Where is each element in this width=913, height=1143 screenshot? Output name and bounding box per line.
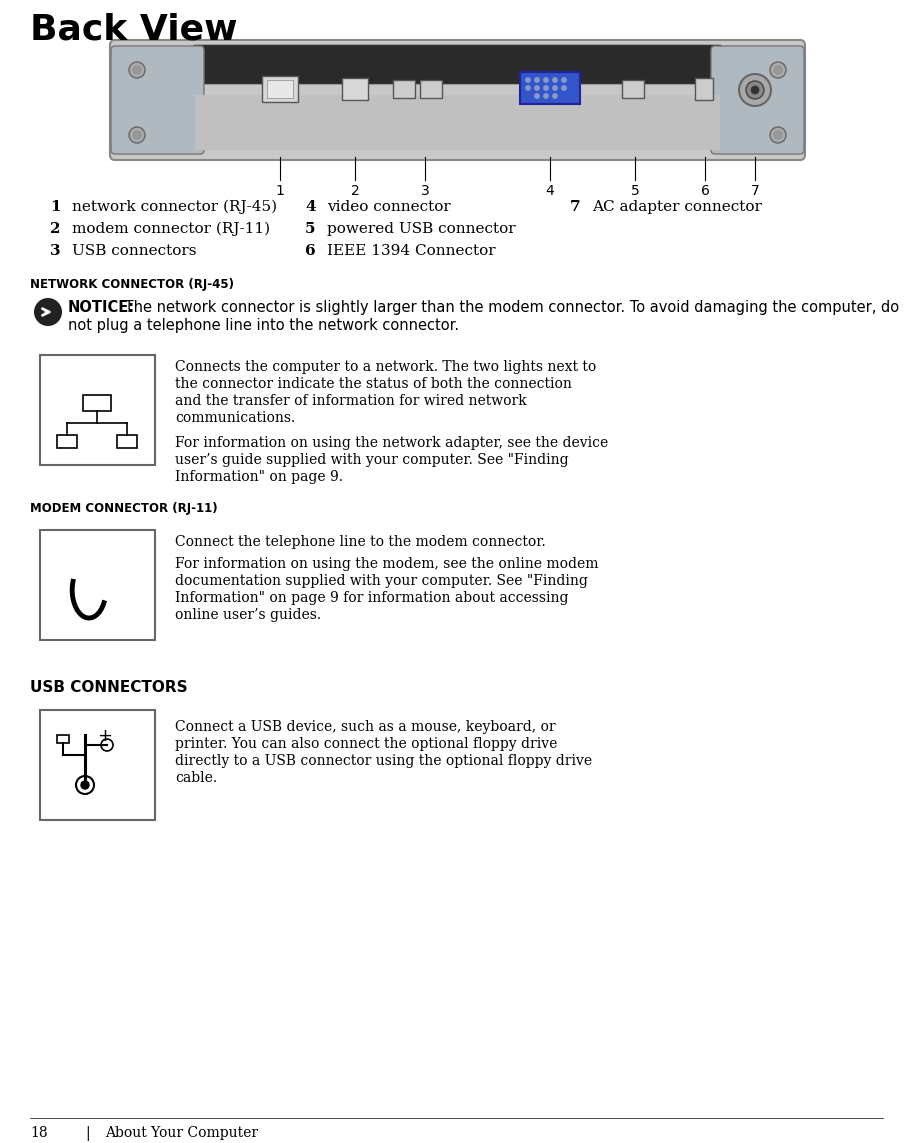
Circle shape (770, 127, 786, 143)
Text: IEEE 1394 Connector: IEEE 1394 Connector (327, 243, 496, 258)
Text: For information on using the network adapter, see the device: For information on using the network ada… (175, 435, 608, 450)
Bar (393, 80, 415, 98)
Text: cable.: cable. (175, 772, 217, 785)
FancyBboxPatch shape (193, 45, 722, 83)
Text: 2: 2 (351, 184, 360, 198)
Text: NETWORK CONNECTOR (RJ-45): NETWORK CONNECTOR (RJ-45) (30, 278, 234, 291)
Text: modem connector (RJ-11): modem connector (RJ-11) (72, 222, 270, 237)
Circle shape (774, 66, 782, 74)
Circle shape (34, 298, 62, 326)
Bar (520, 72, 580, 104)
Bar (117, 435, 137, 448)
Circle shape (535, 86, 540, 90)
Text: 5: 5 (631, 184, 639, 198)
Text: AC adapter connector: AC adapter connector (592, 200, 761, 214)
Text: NOTICE:: NOTICE: (68, 299, 135, 315)
Text: online user’s guides.: online user’s guides. (175, 608, 321, 622)
Text: 4: 4 (305, 200, 316, 214)
Text: 2: 2 (50, 222, 60, 235)
Text: directly to a USB connector using the optional floppy drive: directly to a USB connector using the op… (175, 754, 593, 768)
Bar (195, 95, 720, 150)
Text: USB CONNECTORS: USB CONNECTORS (30, 680, 188, 695)
Text: Connect a USB device, such as a mouse, keyboard, or: Connect a USB device, such as a mouse, k… (175, 720, 556, 734)
Text: About Your Computer: About Your Computer (105, 1126, 258, 1140)
Text: |: | (85, 1126, 89, 1141)
Circle shape (133, 131, 141, 139)
Bar (40, 355, 155, 465)
Circle shape (535, 78, 540, 82)
Bar (57, 735, 69, 743)
Bar (695, 78, 713, 99)
Text: not plug a telephone line into the network connector.: not plug a telephone line into the netwo… (68, 318, 459, 333)
Text: the connector indicate the status of both the connection: the connector indicate the status of bot… (175, 377, 572, 391)
Circle shape (129, 127, 145, 143)
Circle shape (561, 78, 566, 82)
Text: 7: 7 (570, 200, 581, 214)
Text: 1: 1 (276, 184, 285, 198)
Text: 6: 6 (305, 243, 316, 258)
Circle shape (526, 86, 530, 90)
Bar (622, 80, 644, 98)
FancyBboxPatch shape (711, 46, 804, 154)
Text: 1: 1 (50, 200, 60, 214)
Text: 3: 3 (50, 243, 60, 258)
Text: +: + (97, 727, 112, 745)
FancyBboxPatch shape (111, 46, 204, 154)
Text: documentation supplied with your computer. See "Finding: documentation supplied with your compute… (175, 574, 588, 588)
Circle shape (544, 78, 548, 82)
Circle shape (746, 81, 764, 99)
Text: and the transfer of information for wired network: and the transfer of information for wire… (175, 394, 527, 408)
Text: Connect the telephone line to the modem connector.: Connect the telephone line to the modem … (175, 535, 546, 549)
Circle shape (552, 94, 557, 98)
Text: 7: 7 (750, 184, 760, 198)
Bar (342, 78, 368, 99)
Bar (40, 710, 155, 820)
Text: 18: 18 (30, 1126, 47, 1140)
Text: Back View: Back View (30, 11, 237, 46)
FancyBboxPatch shape (110, 40, 805, 160)
Circle shape (552, 86, 557, 90)
Text: powered USB connector: powered USB connector (327, 222, 516, 235)
Circle shape (81, 781, 89, 789)
Bar (57, 435, 77, 448)
Circle shape (76, 776, 94, 794)
Text: MODEM CONNECTOR (RJ-11): MODEM CONNECTOR (RJ-11) (30, 502, 217, 515)
Circle shape (535, 94, 540, 98)
Bar (83, 395, 111, 411)
Text: printer. You can also connect the optional floppy drive: printer. You can also connect the option… (175, 737, 557, 751)
Text: 4: 4 (546, 184, 554, 198)
Text: For information on using the modem, see the online modem: For information on using the modem, see … (175, 557, 599, 572)
Text: network connector (RJ-45): network connector (RJ-45) (72, 200, 278, 215)
Circle shape (129, 62, 145, 78)
Circle shape (526, 78, 530, 82)
Bar (262, 75, 298, 102)
Circle shape (133, 66, 141, 74)
Text: video connector: video connector (327, 200, 451, 214)
Text: user’s guide supplied with your computer. See "Finding: user’s guide supplied with your computer… (175, 453, 569, 467)
Circle shape (774, 131, 782, 139)
Circle shape (739, 74, 771, 106)
Text: The network connector is slightly larger than the modem connector. To avoid dama: The network connector is slightly larger… (120, 299, 899, 315)
Circle shape (751, 86, 759, 94)
Circle shape (770, 62, 786, 78)
Bar (267, 80, 293, 98)
Circle shape (101, 740, 113, 751)
Text: USB connectors: USB connectors (72, 243, 196, 258)
Circle shape (544, 86, 548, 90)
Text: 5: 5 (305, 222, 316, 235)
Text: Connects the computer to a network. The two lights next to: Connects the computer to a network. The … (175, 360, 596, 374)
Text: communications.: communications. (175, 411, 295, 425)
Circle shape (552, 78, 557, 82)
Circle shape (561, 86, 566, 90)
Text: Information" on page 9.: Information" on page 9. (175, 470, 343, 483)
Text: Information" on page 9 for information about accessing: Information" on page 9 for information a… (175, 591, 569, 605)
Bar (40, 530, 155, 640)
Text: 6: 6 (700, 184, 709, 198)
Text: 3: 3 (421, 184, 429, 198)
Bar (420, 80, 442, 98)
Circle shape (544, 94, 548, 98)
